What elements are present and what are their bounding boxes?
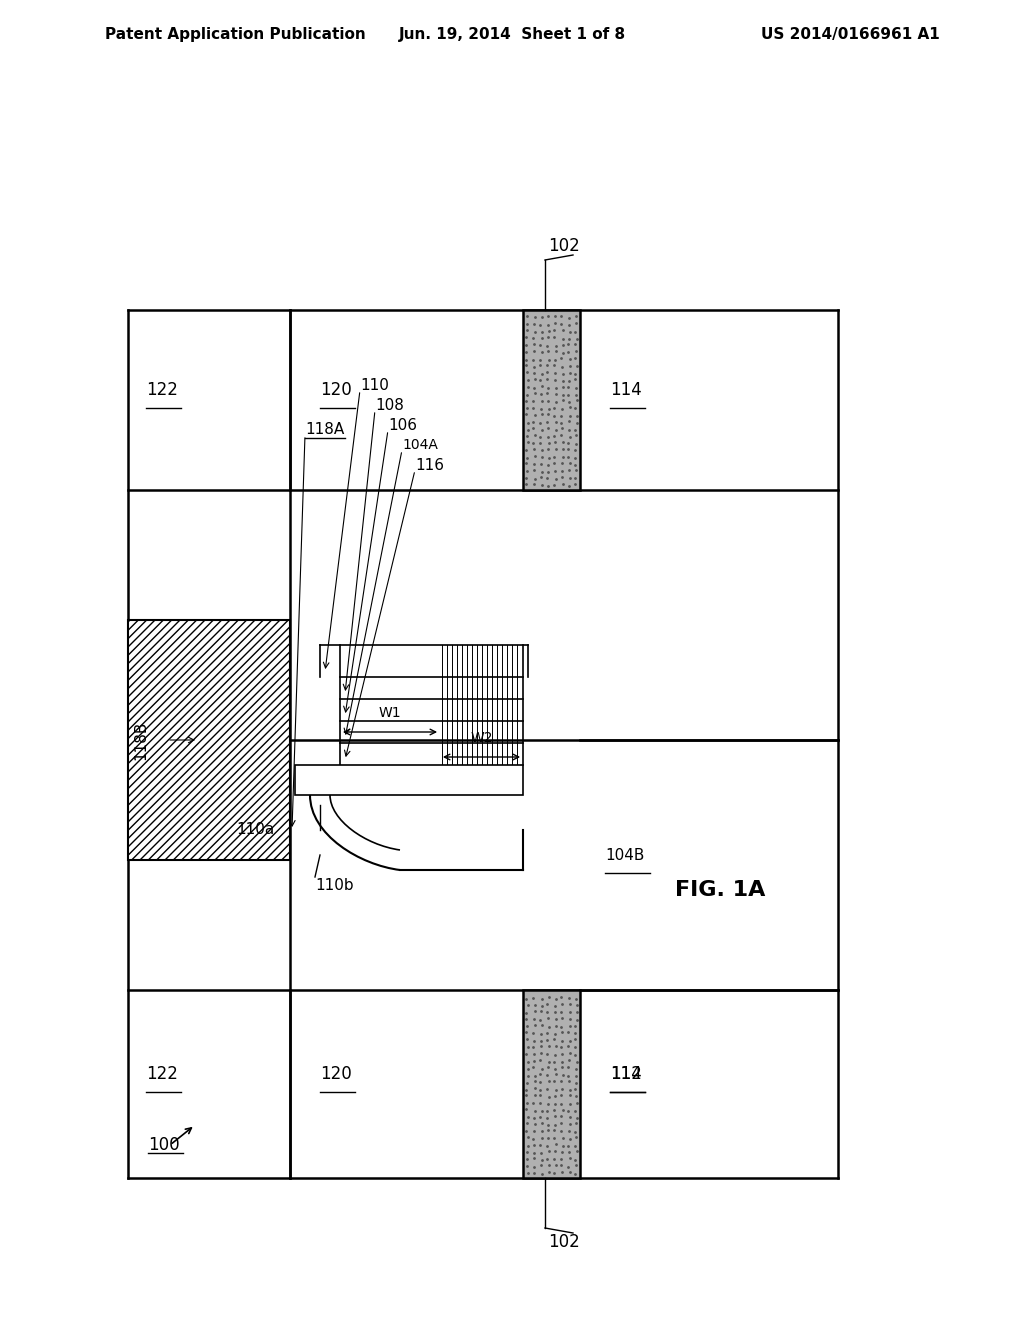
Text: 106: 106 [388, 417, 417, 433]
Text: 110b: 110b [315, 878, 353, 892]
Text: 120: 120 [319, 1065, 352, 1082]
Text: 110: 110 [360, 378, 389, 392]
Bar [523, 990, 580, 1177]
Text: 114: 114 [610, 381, 642, 399]
Text: 104B: 104B [605, 847, 644, 862]
Text: US 2014/0166961 A1: US 2014/0166961 A1 [761, 28, 940, 42]
Text: 102: 102 [548, 1233, 580, 1251]
Text: 112: 112 [610, 1065, 642, 1082]
Text: 110a: 110a [237, 822, 275, 837]
Text: 122: 122 [146, 381, 178, 399]
Text: 118B: 118B [133, 721, 148, 760]
Text: W2: W2 [470, 731, 493, 744]
Text: 100: 100 [148, 1137, 179, 1154]
Bar [295, 766, 523, 795]
Text: FIG. 1A: FIG. 1A [675, 880, 765, 900]
Bar [128, 620, 290, 861]
Text: 122: 122 [146, 1065, 178, 1082]
Bar [523, 310, 580, 490]
Text: 104A: 104A [402, 438, 438, 451]
Text: 102: 102 [548, 238, 580, 255]
Text: Jun. 19, 2014  Sheet 1 of 8: Jun. 19, 2014 Sheet 1 of 8 [398, 28, 626, 42]
Text: 120: 120 [319, 381, 352, 399]
Text: 118A: 118A [305, 422, 344, 437]
Text: W1: W1 [379, 706, 401, 719]
Text: Patent Application Publication: Patent Application Publication [105, 28, 366, 42]
Text: 114: 114 [610, 1065, 642, 1082]
Text: 108: 108 [375, 397, 403, 412]
Text: 116: 116 [415, 458, 444, 473]
